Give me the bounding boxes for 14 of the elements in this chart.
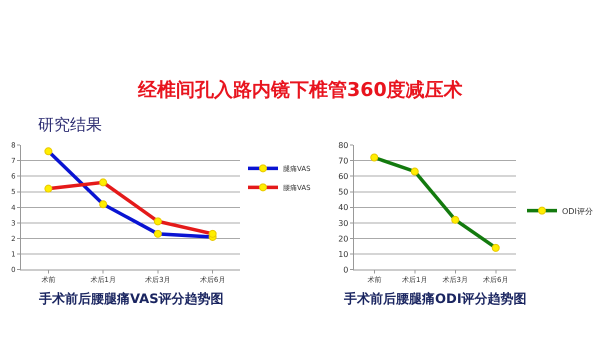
y-tick-label: 80 [338,140,348,150]
legend-label: ODI评分 [562,206,593,216]
y-tick-label: 20 [338,234,348,244]
x-axis-title: 手术前后腰腿痛ODI评分趋势图 [343,291,527,307]
y-tick-label: 0 [343,265,348,274]
y-tick-label: 40 [338,203,348,212]
y-tick-label: 30 [338,218,348,228]
y-tick-label: 70 [338,156,348,166]
y-tick-label: 60 [338,172,348,181]
chart-subtitle: 研究结果 [38,115,102,134]
y-tick-label: 10 [338,250,348,259]
x-axis-title: 手术前后腰腿痛VAS评分趋势图 [38,291,224,307]
y-tick-label: 50 [338,188,348,197]
text: 经椎间孔入路内镜下椎管360度减压术 [137,79,463,101]
